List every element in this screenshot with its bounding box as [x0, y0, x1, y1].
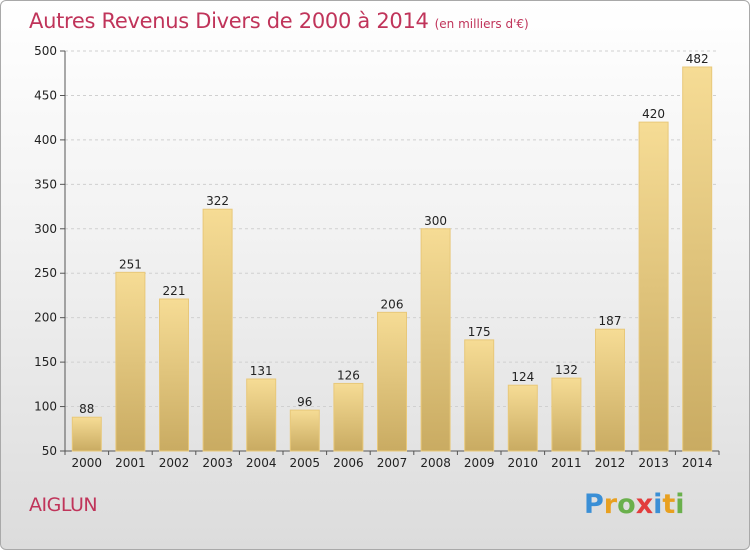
- x-tick-label: 2012: [595, 456, 626, 470]
- x-tick-label: 2005: [290, 456, 321, 470]
- logo-letter: o: [617, 489, 636, 520]
- y-tick-label: 250: [34, 266, 57, 280]
- logo-letter: P: [584, 489, 604, 520]
- x-tick-label: 2008: [420, 456, 451, 470]
- bar: [115, 271, 146, 452]
- data-label: 88: [79, 402, 94, 416]
- logo-letter: i: [675, 489, 685, 520]
- bar: [246, 378, 277, 452]
- logo-letter: r: [603, 489, 618, 520]
- y-tick-label: 500: [34, 44, 57, 58]
- chart-title: Autres Revenus Divers de 2000 à 2014 (en …: [29, 9, 529, 33]
- data-label: 175: [468, 325, 491, 339]
- x-tick-label: 2010: [508, 456, 539, 470]
- bar: [333, 382, 364, 452]
- x-tick-label: 2004: [246, 456, 277, 470]
- data-label: 187: [599, 314, 622, 328]
- y-tick-label: 50: [42, 444, 57, 458]
- logo-letter: i: [653, 489, 663, 520]
- bar: [289, 409, 320, 452]
- bar: [638, 121, 669, 452]
- place-name: AIGLUN: [29, 494, 98, 516]
- data-label: 300: [424, 214, 447, 228]
- x-tick-label: 2001: [115, 456, 146, 470]
- y-tick-label: 400: [34, 133, 57, 147]
- data-label: 322: [206, 194, 229, 208]
- data-label: 126: [337, 368, 360, 382]
- data-label: 132: [555, 363, 578, 377]
- proxiti-logo[interactable]: Proxiti: [584, 489, 685, 520]
- bar: [159, 298, 189, 452]
- logo-letter: t: [662, 489, 676, 520]
- chart-unit-text: (en milliers d'€): [434, 17, 529, 31]
- logo-letter: x: [635, 489, 654, 520]
- data-labels: 88 251 221 322 131 96 126 206 300 175 124 132 187 420…: [79, 52, 708, 416]
- x-tick-label: 2014: [682, 456, 713, 470]
- chart-title-text: Autres Revenus Divers de 2000 à 2014: [29, 9, 429, 33]
- bar: [507, 384, 538, 452]
- x-tick-label: 2002: [159, 456, 190, 470]
- data-label: 251: [119, 257, 142, 271]
- bar: [202, 208, 233, 452]
- x-tick-label: 2006: [333, 456, 364, 470]
- data-label: 221: [163, 284, 186, 298]
- bar: [420, 228, 451, 452]
- x-tick-label: 2003: [202, 456, 233, 470]
- data-label: 206: [381, 297, 404, 311]
- data-label: 96: [297, 395, 312, 409]
- bar: [377, 311, 407, 452]
- x-tick-label: 2011: [551, 456, 582, 470]
- data-label: 131: [250, 364, 273, 378]
- x-tick-label: 2013: [638, 456, 669, 470]
- bar: [682, 66, 713, 452]
- bar: [595, 328, 625, 452]
- data-label: 420: [642, 107, 665, 121]
- x-tick-label: 2000: [72, 456, 103, 470]
- y-tick-label: 100: [34, 400, 57, 414]
- axes: 50 100 150 200 250 300 350 400 450 500 2000 2001 200…: [34, 44, 720, 470]
- y-tick-label: 450: [34, 88, 57, 102]
- y-tick-label: 300: [34, 222, 57, 236]
- y-tick-label: 350: [34, 177, 57, 191]
- y-tick-label: 200: [34, 311, 57, 325]
- data-label: 124: [511, 370, 534, 384]
- data-label: 482: [686, 52, 709, 66]
- y-tick-label: 150: [34, 355, 57, 369]
- x-tick-label: 2009: [464, 456, 495, 470]
- bars: [71, 66, 713, 452]
- bar: [551, 377, 582, 452]
- bar: [464, 339, 495, 452]
- x-tick-label: 2007: [377, 456, 408, 470]
- bar: [71, 416, 102, 452]
